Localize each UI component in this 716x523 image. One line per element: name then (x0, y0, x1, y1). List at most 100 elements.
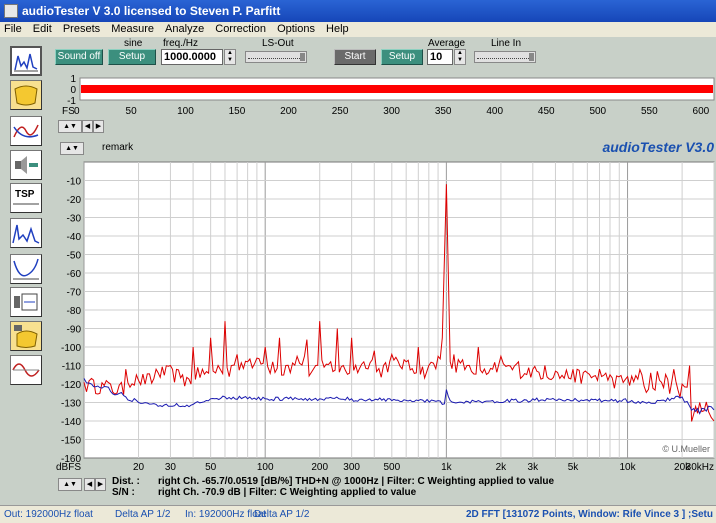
fft-x-tick-label: 30kHz (686, 462, 714, 473)
spectrum-peaks-icon[interactable] (10, 218, 42, 248)
fft-x-tick-label: 50 (205, 462, 217, 473)
impedance-icon[interactable] (10, 254, 42, 284)
dist-label: Dist. : (112, 476, 140, 487)
menu-options[interactable]: Options (277, 23, 315, 35)
fft-right-button[interactable]: ▶ (95, 478, 106, 491)
loudspeaker-icon[interactable] (10, 287, 42, 317)
frequency-spinner[interactable]: ▲ ▼ (224, 49, 236, 65)
remark-label: remark (102, 142, 134, 153)
fft-x-tick-label: 20 (133, 462, 145, 473)
fft-x-tick-label: 1k (441, 462, 453, 473)
scope-right-button[interactable]: ▶ (93, 120, 104, 133)
start-button[interactable]: Start (334, 49, 376, 65)
scope-fs-label: FS (62, 106, 75, 117)
fft-x-tick-label: 30 (165, 462, 177, 473)
scope-x-tick-label: 100 (177, 106, 194, 117)
average-input[interactable]: 10 (427, 49, 453, 65)
oscilloscope-icon[interactable] (10, 355, 42, 385)
fft-x-tick-label: 500 (383, 462, 400, 473)
fft-left-button[interactable]: ◀ (84, 478, 95, 491)
fft-y-tick-label: -120 (61, 380, 81, 391)
fft-y-tick-label: -160 (61, 454, 81, 465)
scope-x-tick-label: 400 (486, 106, 504, 117)
menu-analyze[interactable]: Analyze (165, 23, 205, 35)
fft-series-line-0 (83, 184, 715, 422)
fft-x-tick-label: 200 (311, 462, 328, 473)
svg-text:TSP: TSP (15, 189, 35, 200)
menu-presets[interactable]: Presets (62, 23, 101, 35)
fft-y-tick-label: -140 (61, 417, 81, 428)
scope-plot: 10-1 (67, 74, 715, 107)
scope-x-tick-label: 500 (589, 106, 607, 117)
status-in: In: 192000Hz float (185, 509, 267, 520)
menu-edit[interactable]: Edit (32, 23, 52, 35)
app-icon (4, 4, 18, 18)
scope-x-tick-label: 250 (331, 106, 349, 117)
fft-grid (83, 162, 715, 458)
sine-label: sine (124, 38, 143, 49)
line-in-label: Line In (491, 38, 522, 49)
speaker-file-icon[interactable] (10, 321, 42, 351)
line-in-slider-thumb[interactable] (529, 53, 534, 61)
fft-x-zoom-button[interactable]: ▲▼ (58, 478, 82, 491)
scope-signal (81, 85, 713, 93)
fft-y-tick-label: -110 (62, 362, 82, 373)
fft-y-tick-label: -10 (67, 177, 82, 188)
scope-x-tick-label: 600 (692, 106, 710, 117)
sine-setup-button[interactable]: Setup (108, 49, 156, 65)
fft-x-tick-label: 20k (674, 462, 691, 473)
status-fft-info: 2D FFT [131072 Points, Window: Rife Vinc… (466, 509, 713, 520)
menu-bar: File Edit Presets Measure Analyze Correc… (0, 22, 716, 37)
fft-y-tick-label: -150 (61, 436, 81, 447)
fft-x-tick-label: 5k (568, 462, 580, 473)
fft-y-tick-label: -130 (61, 399, 81, 410)
control-strip: sine freq./Hz LS-Out Average Line In Sou… (0, 37, 716, 75)
fft-y-tick-label: -90 (67, 325, 82, 336)
scope-y-tick-label: -1 (67, 96, 76, 106)
menu-file[interactable]: File (4, 23, 22, 35)
scope-x-tick-label: 200 (280, 106, 297, 117)
sn-label: S/N : (112, 487, 135, 498)
fft-y-zoom-button[interactable]: ▲▼ (60, 142, 84, 155)
fft-y-tick-label: -70 (67, 288, 82, 299)
ls-out-slider-thumb[interactable] (300, 53, 305, 61)
fft-copyright: © U.Mueller (662, 444, 710, 454)
status-delta-out: Delta AP 1/2 (115, 509, 171, 520)
fft-plot-area (83, 161, 715, 459)
wave-file-icon[interactable] (10, 80, 42, 110)
status-out: Out: 192000Hz float (4, 509, 93, 520)
brand-label: audioTester V3.0 (602, 139, 714, 155)
scope-x-tick-label: 350 (434, 106, 452, 117)
fft-series-line-1 (83, 378, 715, 415)
fft-y-tick-label: -40 (67, 232, 82, 243)
sound-off-button[interactable]: Sound off (55, 49, 103, 65)
fft-chart: -10 -20 -30 -40 -50 -60 -70 -80 -90 -100 -110 -120 -… (56, 161, 715, 473)
fft-y-tick-label: -30 (67, 214, 82, 225)
fft-panel: ▲▼ remark audioTester V3.0 -10 -20 -30 -40-… (52, 138, 716, 503)
menu-help[interactable]: Help (326, 23, 349, 35)
tsp-icon[interactable]: TSP (10, 183, 42, 213)
input-setup-button[interactable]: Setup (381, 49, 423, 65)
frequency-response-icon[interactable] (10, 116, 42, 146)
freq-label: freq./Hz (163, 38, 199, 49)
fft-x-tick-label: 2k (496, 462, 508, 473)
menu-correction[interactable]: Correction (215, 23, 266, 35)
scope-panel: 1 0 -1 FS 0 50 100 150 200 250 300 350 400 450 500 55… (62, 74, 716, 120)
fft-y-tick-label: -100 (61, 343, 81, 354)
average-spinner[interactable]: ▲ ▼ (454, 49, 466, 65)
scope-left-button[interactable]: ◀ (82, 120, 93, 133)
scope-y-tick-label: 1 (70, 74, 76, 85)
title-bar: audioTester V 3.0 licensed to Steven P. … (0, 0, 716, 22)
scope-zoom-button[interactable]: ▲▼ (58, 120, 82, 133)
spectrum-view-icon[interactable] (10, 46, 42, 76)
line-in-slider[interactable] (474, 51, 536, 63)
status-bar: Out: 192000Hz float Delta AP 1/2 In: 192… (0, 505, 716, 523)
sn-readout: right Ch. -70.9 dB | Filter: C Weighting… (158, 487, 417, 498)
scope-x-tick-label: 50 (125, 106, 137, 117)
ls-out-slider[interactable] (245, 51, 307, 63)
frequency-input[interactable]: 1000.0000 (161, 49, 223, 65)
fft-x-tick-label: 300 (343, 462, 360, 473)
menu-measure[interactable]: Measure (111, 23, 154, 35)
speaker-test-icon[interactable] (10, 150, 42, 180)
average-label: Average (428, 38, 466, 49)
